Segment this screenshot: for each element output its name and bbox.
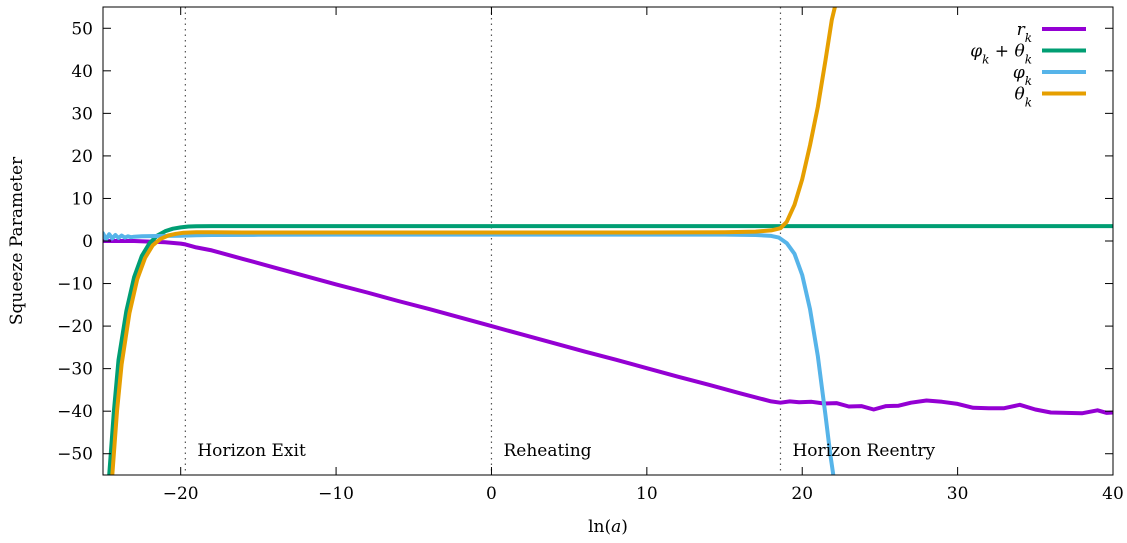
y-tick-label: −10: [57, 275, 93, 295]
x-tick-label: 20: [791, 484, 813, 504]
axis-ticks: −20 −10 0 10 20 30 40 −50 −40 −30 −20 −10 0 10 20 30 40 5…: [57, 7, 1124, 504]
y-tick-label: 50: [71, 19, 93, 39]
y-tick-label: −40: [57, 402, 93, 422]
legend-label: θk: [1014, 85, 1032, 110]
legend-label: rk: [1017, 20, 1032, 45]
y-tick-label: −50: [57, 445, 93, 465]
x-tick-label: −10: [318, 484, 354, 504]
x-axis-title: ln(a): [588, 517, 628, 537]
legend-label: φk + θk: [970, 42, 1032, 67]
x-tick-label: 0: [486, 484, 497, 504]
y-tick-label: −20: [57, 317, 93, 337]
y-tick-label: −30: [57, 360, 93, 380]
legend-label: φk: [1013, 63, 1032, 88]
x-tick-label: 30: [947, 484, 969, 504]
annotation-lines: [184, 7, 782, 475]
annotation-label: Horizon Exit: [197, 441, 306, 461]
y-axis-title: Squeeze Parameter: [7, 156, 27, 325]
y-tick-label: 20: [71, 147, 93, 167]
annotation-label: Horizon Reentry: [792, 441, 935, 461]
x-tick-label: 40: [1102, 484, 1124, 504]
y-tick-label: 40: [71, 62, 93, 82]
annotation-label: Reheating: [503, 441, 591, 461]
y-tick-label: 30: [71, 104, 93, 124]
series-line: [103, 231, 836, 475]
annotation-labels: Horizon Exit Reheating Horizon Reentry: [197, 441, 935, 461]
series-line: [103, 239, 1113, 416]
y-tick-label: 10: [71, 189, 93, 209]
y-tick-label: 0: [82, 232, 93, 252]
series-line: [110, 7, 837, 475]
x-tick-label: −20: [163, 484, 199, 504]
series-line: [107, 224, 1113, 475]
series-group: [103, 7, 1113, 475]
x-tick-label: 10: [636, 484, 658, 504]
